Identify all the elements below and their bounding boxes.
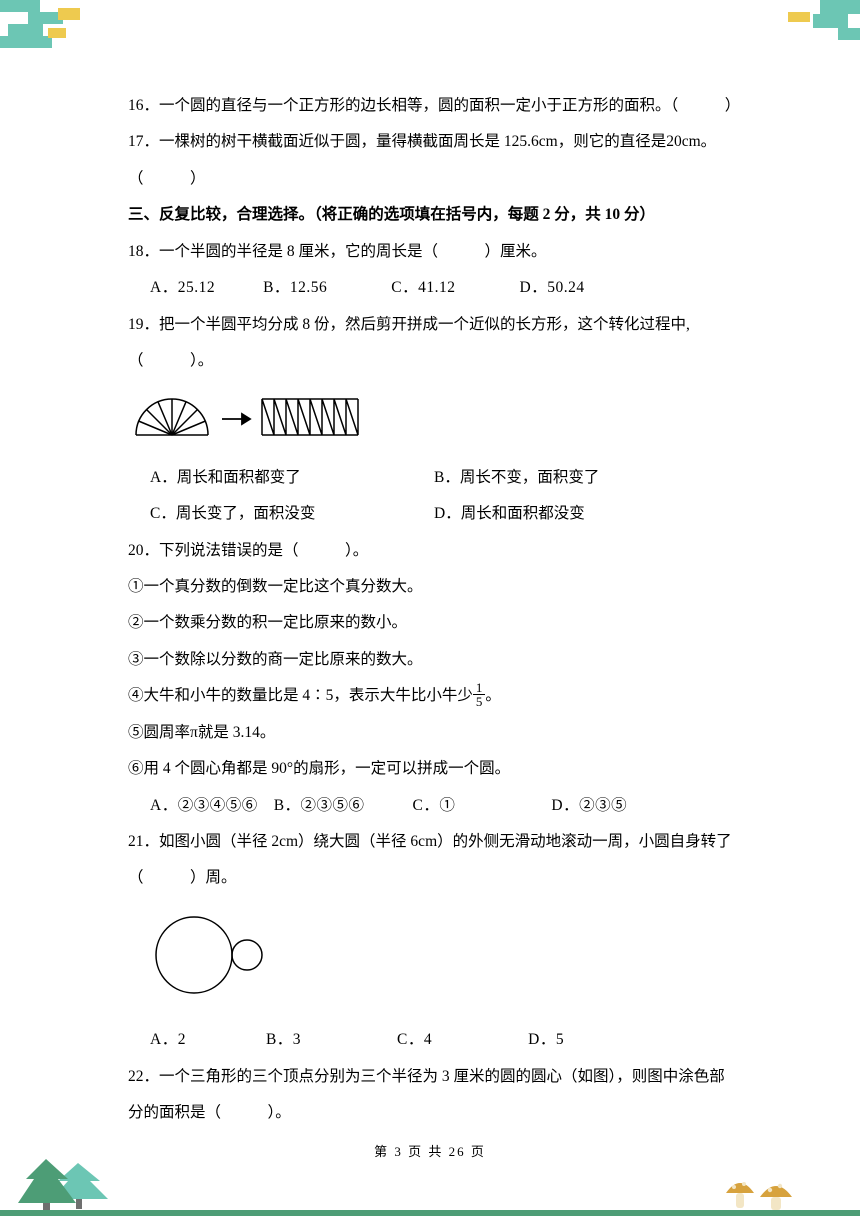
question-20-options: A．②③④⑤⑥ B．②③⑤⑥ C．① D．②③⑤ bbox=[128, 788, 740, 824]
page-footer: 第 3 页 共 26 页 bbox=[0, 1141, 860, 1160]
question-16: 16．一个圆的直径与一个正方形的边长相等，圆的面积一定小于正方形的面积。（ ） bbox=[128, 88, 740, 124]
deco-block-tl bbox=[0, 36, 52, 48]
fraction-1-5: 15 bbox=[473, 681, 486, 708]
question-18-stem: 18．一个半圆的半径是 8 厘米，它的周长是（ ）厘米。 bbox=[128, 234, 740, 270]
question-19-stem: 19．把一个半圆平均分成 8 份，然后剪开拼成一个近似的长方形，这个转化过程中,… bbox=[128, 307, 740, 380]
question-21-options: A．2 B．3 C．4 D．5 bbox=[128, 1022, 740, 1058]
question-19-options-row1: A．周长和面积都变了 B．周长不变，面积变了 bbox=[128, 460, 740, 496]
deco-block-tl bbox=[8, 24, 43, 36]
question-19-optA: A．周长和面积都变了 bbox=[128, 460, 434, 496]
bottom-border bbox=[0, 1210, 860, 1216]
deco-block-tr bbox=[838, 28, 860, 40]
question-20-s2: ②一个数乘分数的积一定比原来的数小。 bbox=[128, 605, 740, 641]
question-19-optB: B．周长不变，面积变了 bbox=[434, 460, 740, 496]
question-18-options: A．25.12 B．12.56 C．41.12 D．50.24 bbox=[128, 270, 740, 306]
question-19-options-row2: C．周长变了，面积没变 D．周长和面积都没变 bbox=[128, 496, 740, 532]
section-3-title: 三、反复比较，合理选择。（将正确的选项填在括号内，每题 2 分，共 10 分） bbox=[128, 197, 740, 233]
question-20-s3: ③一个数除以分数的商一定比原来的数大。 bbox=[128, 642, 740, 678]
deco-block-tr bbox=[820, 0, 860, 14]
question-20-s5: ⑤圆周率π就是 3.14。 bbox=[128, 715, 740, 751]
question-20-s4-suffix: 。 bbox=[485, 687, 501, 704]
question-22-stem: 22．一个三角形的三个顶点分别为三个半径为 3 厘米的圆的圆心（如图），则图中涂… bbox=[128, 1059, 740, 1132]
deco-block-tr bbox=[813, 14, 848, 28]
question-20-stem: 20．下列说法错误的是（ ）。 bbox=[128, 533, 740, 569]
question-19-optC: C．周长变了，面积没变 bbox=[128, 496, 434, 532]
question-21-stem: 21．如图小圆（半径 2cm）绕大圆（半径 6cm）的外侧无滑动地滚动一周，小圆… bbox=[128, 824, 740, 897]
deco-block-tl bbox=[0, 0, 40, 12]
question-21-figure bbox=[128, 897, 740, 1022]
question-17: 17．一棵树的树干横截面近似于圆，量得横截面周长是 125.6cm，则它的直径是… bbox=[128, 124, 740, 197]
deco-block-tl-accent bbox=[58, 8, 80, 20]
question-20-s1: ①一个真分数的倒数一定比这个真分数大。 bbox=[128, 569, 740, 605]
question-19-figure bbox=[128, 379, 740, 459]
question-20-s4-prefix: ④大牛和小牛的数量比是 4∶5，表示大牛比小牛少 bbox=[128, 687, 473, 704]
question-20-s4: ④大牛和小牛的数量比是 4∶5，表示大牛比小牛少15。 bbox=[128, 678, 740, 714]
deco-block-tl-accent bbox=[48, 28, 66, 38]
question-20-s6: ⑥用 4 个圆心角都是 90°的扇形，一定可以拼成一个圆。 bbox=[128, 751, 740, 787]
trees-icon bbox=[18, 1159, 138, 1216]
page-content: 16．一个圆的直径与一个正方形的边长相等，圆的面积一定小于正方形的面积。（ ） … bbox=[128, 88, 740, 1132]
fraction-numerator: 1 bbox=[473, 681, 486, 695]
question-19-optD: D．周长和面积都没变 bbox=[434, 496, 740, 532]
fraction-denominator: 5 bbox=[473, 695, 486, 708]
deco-block-tr-accent bbox=[788, 12, 810, 22]
